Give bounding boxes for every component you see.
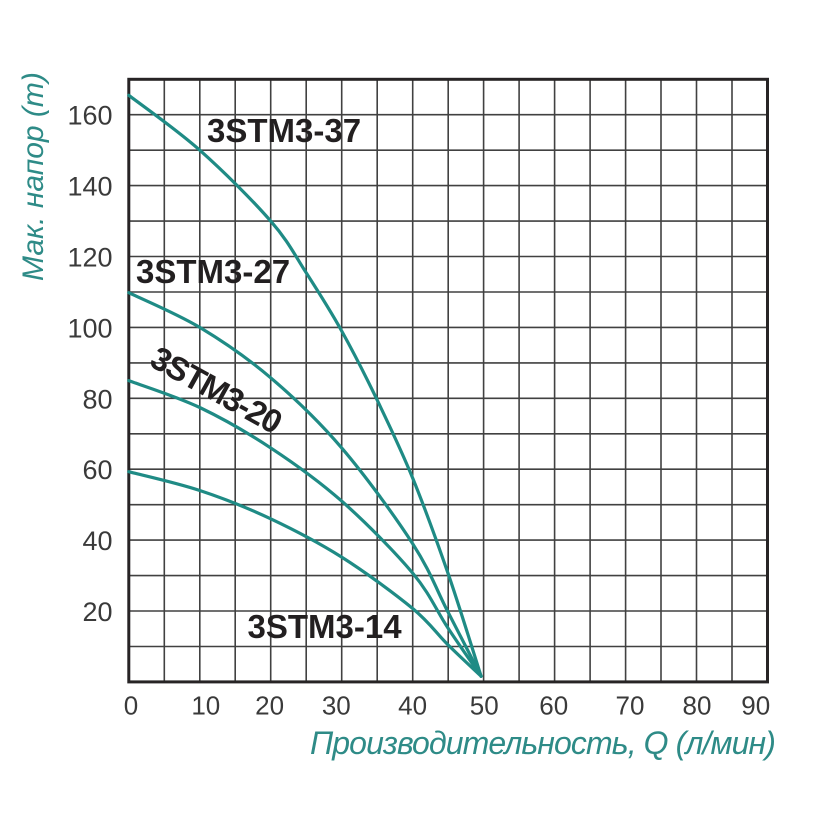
svg-text:3STM3-14: 3STM3-14 — [248, 608, 403, 645]
svg-text:120: 120 — [67, 243, 112, 273]
svg-text:40: 40 — [398, 691, 427, 721]
svg-text:Производительность, Q (л/мин): Производительность, Q (л/мин) — [310, 725, 775, 761]
svg-text:0: 0 — [124, 691, 138, 721]
svg-text:60: 60 — [82, 455, 112, 485]
svg-text:20: 20 — [82, 597, 112, 627]
svg-text:100: 100 — [67, 313, 112, 343]
svg-text:20: 20 — [255, 691, 284, 721]
svg-text:Мак. напор (m): Мак. напор (m) — [17, 72, 50, 281]
svg-text:140: 140 — [67, 172, 112, 202]
svg-text:3STM3-27: 3STM3-27 — [136, 253, 290, 290]
svg-text:70: 70 — [616, 691, 645, 721]
svg-text:3STM3-37: 3STM3-37 — [207, 112, 361, 149]
svg-text:30: 30 — [322, 691, 351, 721]
svg-text:40: 40 — [82, 526, 112, 556]
svg-text:10: 10 — [191, 691, 220, 721]
svg-text:160: 160 — [67, 101, 112, 131]
svg-text:50: 50 — [470, 691, 499, 721]
svg-text:60: 60 — [539, 691, 568, 721]
svg-text:80: 80 — [683, 691, 712, 721]
svg-text:90: 90 — [741, 691, 770, 721]
svg-text:80: 80 — [82, 384, 112, 414]
